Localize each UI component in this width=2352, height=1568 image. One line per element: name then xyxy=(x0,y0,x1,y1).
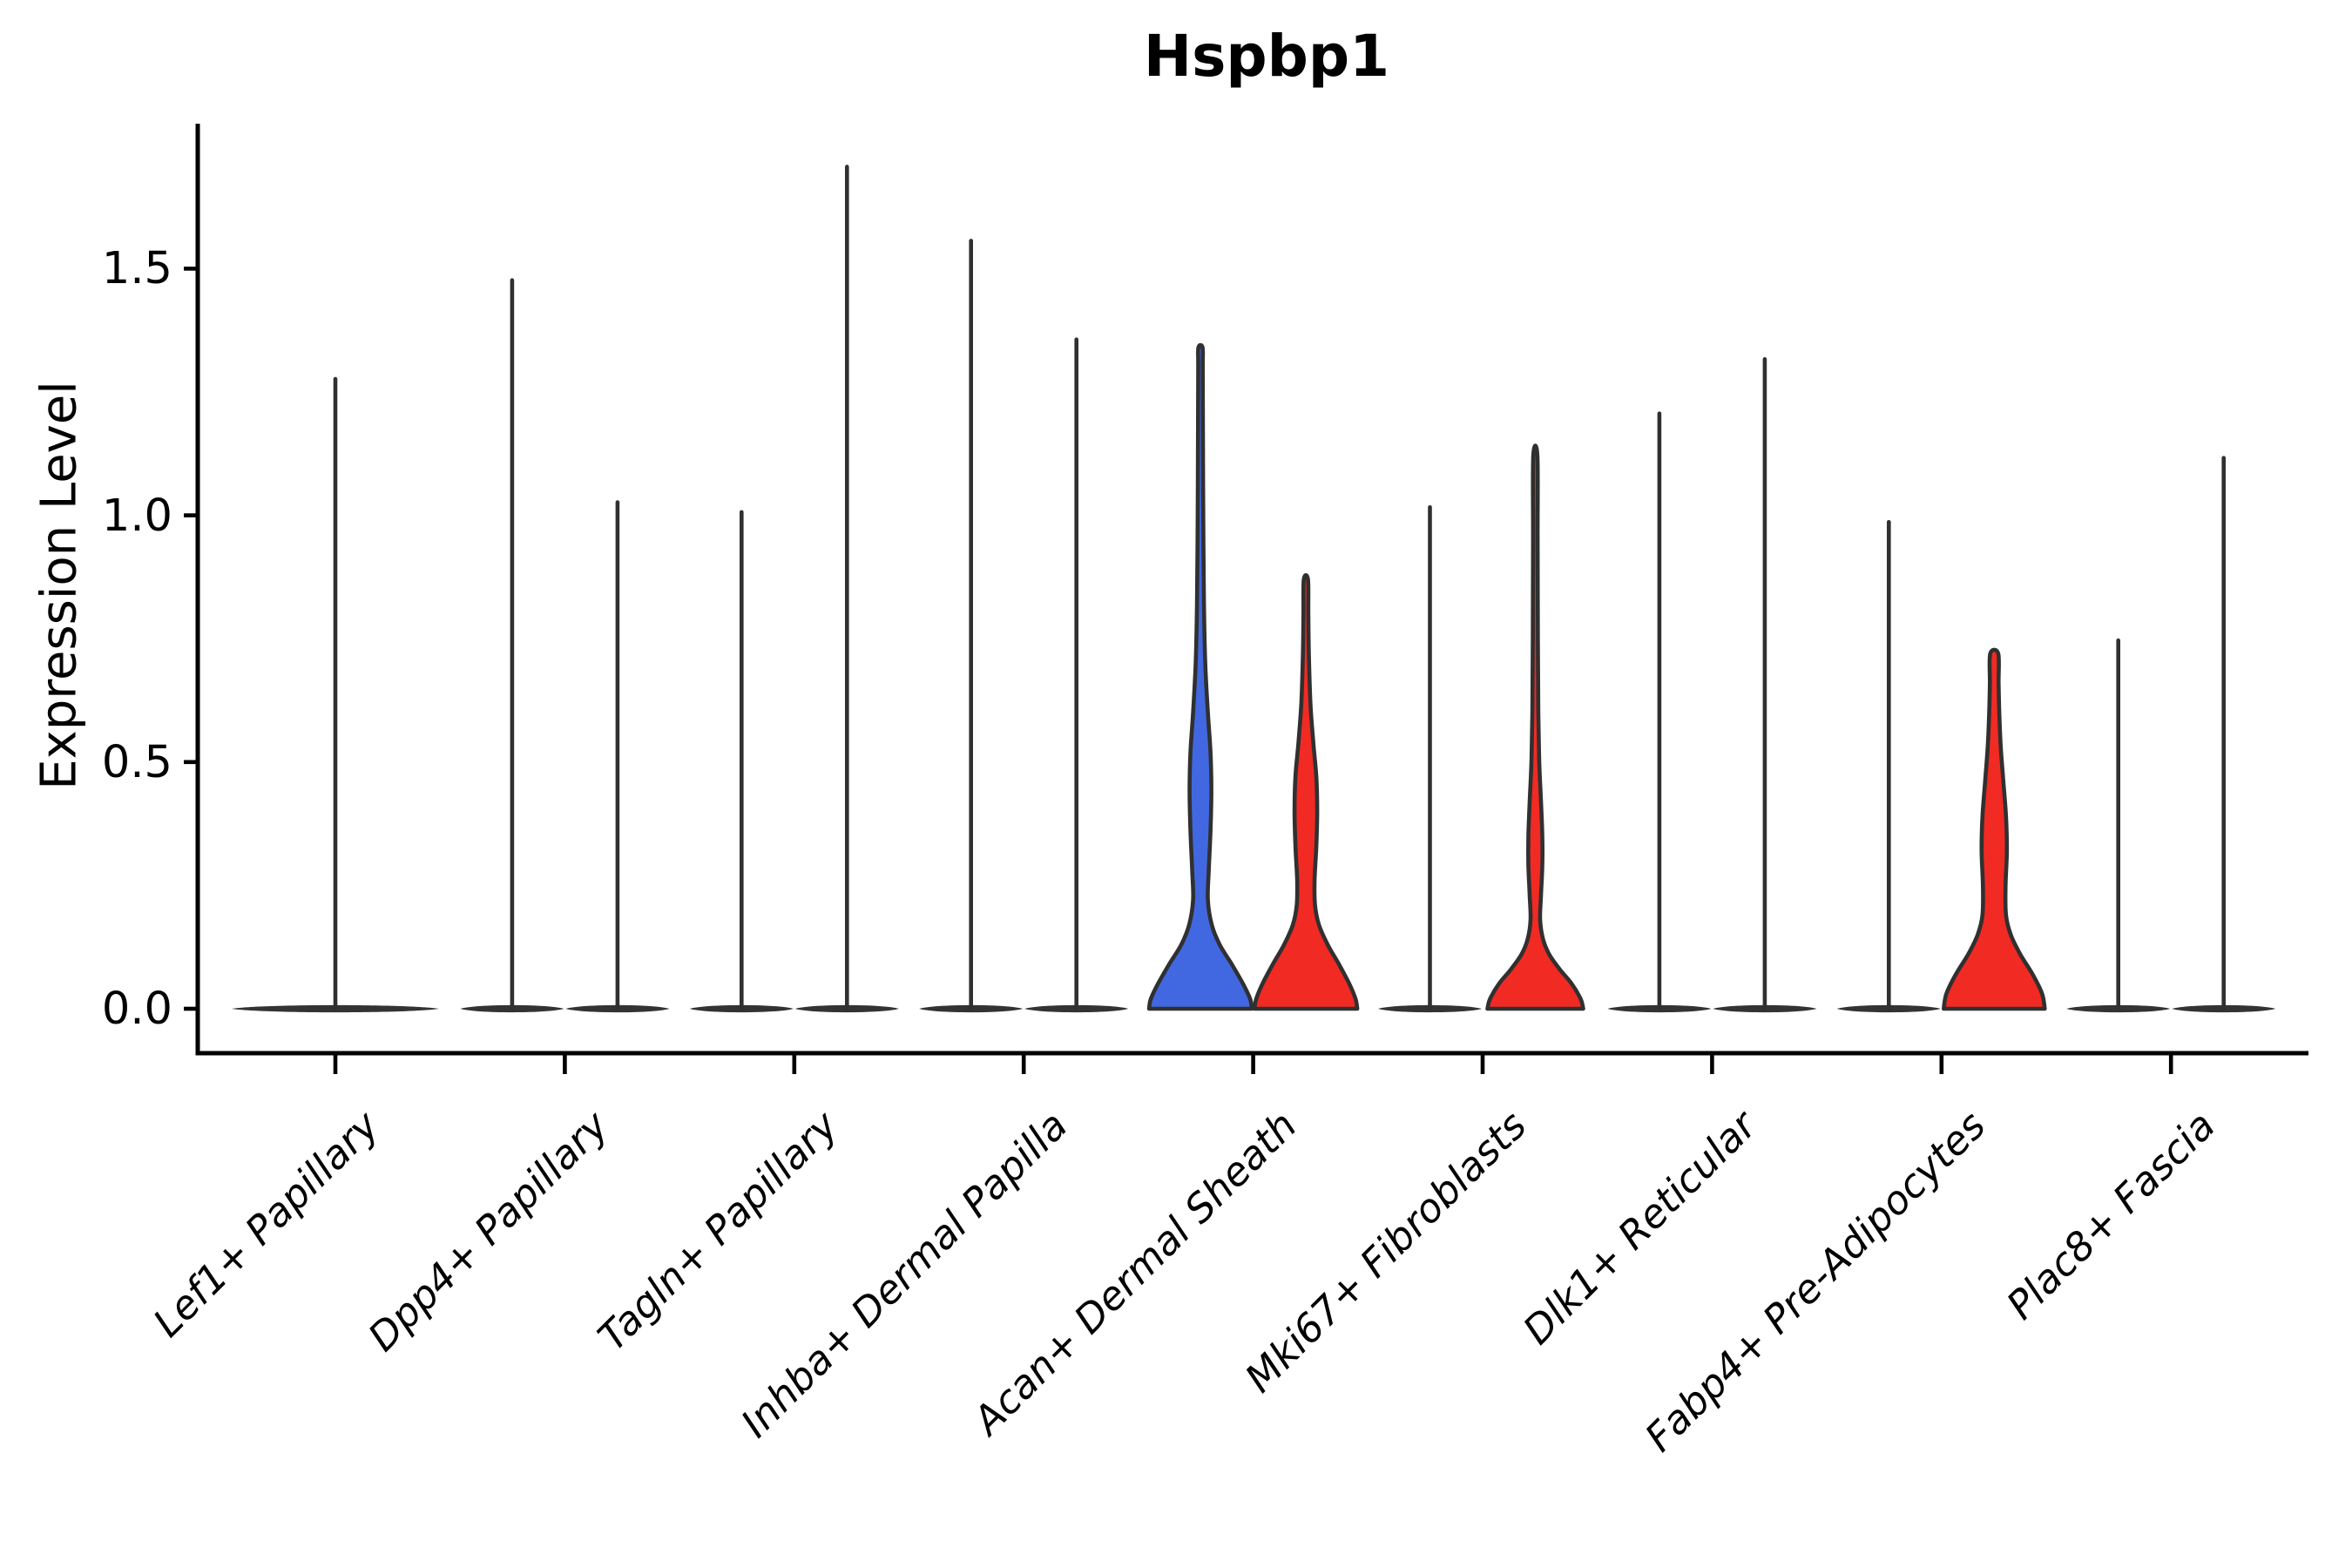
violin-acan-dermal-sheath-right xyxy=(1252,572,1360,1011)
axis-spines xyxy=(195,124,2308,1056)
y-tick-label: 0.0 xyxy=(101,983,172,1035)
y-tick-label: 1.5 xyxy=(101,243,172,295)
violin-mki67-fibroblasts-right xyxy=(1485,443,1585,1011)
violin-acan-dermal-sheath-left xyxy=(1146,342,1254,1011)
violin-fabp4-pre-adipocytes-right xyxy=(1942,647,2047,1011)
plot-title: Hspbp1 xyxy=(1143,23,1390,90)
y-tick-label: 1.0 xyxy=(101,490,172,542)
y-tick-label: 0.5 xyxy=(101,736,172,788)
